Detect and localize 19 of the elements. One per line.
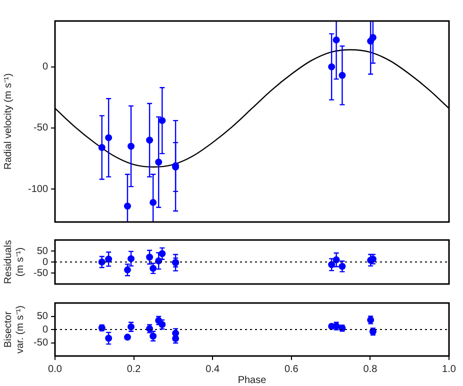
x-tick-label: 0.2	[126, 364, 142, 375]
x-axis-title: Phase	[238, 374, 267, 386]
x-tick-label: 0.6	[284, 364, 299, 375]
x-tick-label: 0.0	[48, 364, 62, 375]
x-tick-label: 1.0	[442, 364, 456, 375]
y-tick-label: -50	[34, 338, 48, 348]
x-tick-label: 0.8	[363, 364, 378, 375]
y-tick-label: -50	[34, 268, 48, 279]
y-tick-label: -100	[28, 184, 48, 195]
y-tick-label: -50	[34, 122, 48, 134]
y-tick-label: 0	[42, 324, 48, 336]
y-tick-label: 0	[42, 256, 48, 268]
y-axis-title: Residuals (m s⁻¹)	[2, 240, 26, 284]
x-tick-label: 0.4	[206, 364, 220, 375]
y-tick-label: 0	[42, 62, 48, 73]
y-tick-label: 50	[36, 246, 48, 257]
y-axis-title: Bisector var. (m s⁻¹)	[2, 306, 26, 354]
y-tick-label: 50	[36, 311, 48, 322]
y-axis-title: Radial velocity (m s⁻¹)	[2, 73, 14, 170]
